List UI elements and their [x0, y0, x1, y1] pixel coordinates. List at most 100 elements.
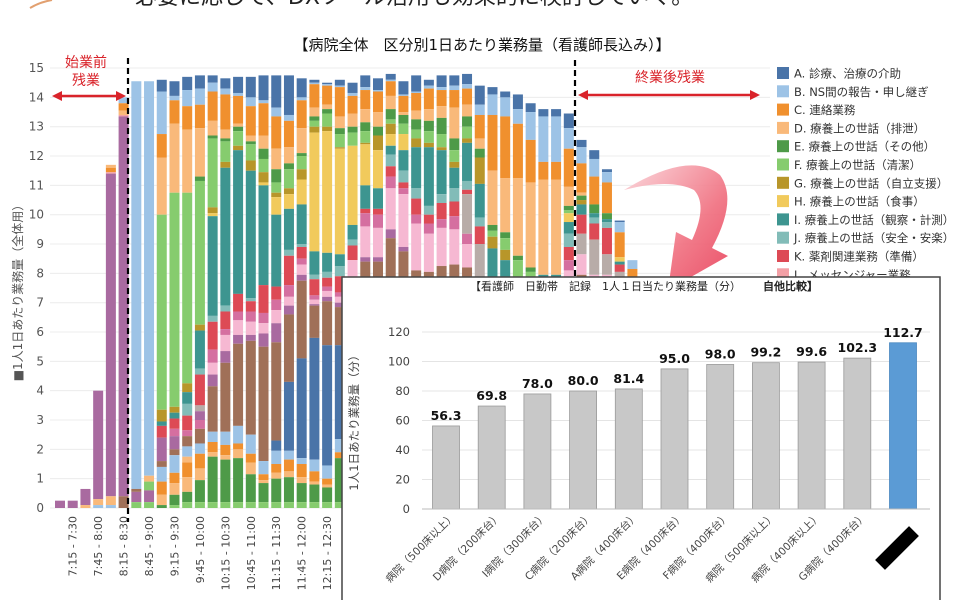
bar-segment-D: [283, 471, 294, 478]
bar-segment-A: [207, 75, 218, 83]
bar-segment-M: [322, 296, 333, 302]
bar-segment-M: [245, 334, 256, 341]
bar-segment-D: [551, 179, 562, 275]
bar-segment-C: [385, 81, 396, 96]
bar-segment-F: [563, 210, 574, 214]
bar-segment-E: [322, 487, 333, 503]
bar-segment-F: [144, 502, 155, 508]
bar-segment-I: [347, 224, 358, 240]
x-tick-label: 9:45 - 10:00: [194, 516, 207, 583]
bar-segment-K: [334, 276, 345, 293]
bar-segment-B: [245, 434, 256, 454]
bar-segment-K: [220, 311, 231, 330]
bar-segment-B: [93, 505, 104, 508]
stacked-bar-4: [105, 164, 116, 508]
bar-segment-B: [182, 446, 193, 457]
bar-segment-M: [118, 116, 129, 497]
before-work-label-line2: 残業: [72, 73, 100, 89]
bar-segment-C: [194, 104, 205, 129]
bar-segment-D: [105, 164, 116, 168]
bar-segment-E: [423, 120, 434, 132]
bar-segment-I: [423, 147, 434, 206]
bar-segment-D: [385, 95, 396, 110]
main-chart-legend: A. 診療、治療の介助 B. NS間の報告・申し継ぎ C. 連絡業務 D. 療養上の世…: [777, 67, 954, 282]
bar-segment-C: [245, 106, 256, 136]
bar-segment-B: [194, 88, 205, 105]
bar-segment-J: [474, 217, 485, 227]
bar-segment-G: [487, 236, 498, 249]
bar-segment-Q: [360, 213, 371, 227]
bar-segment-F: [258, 502, 269, 508]
bar-segment-A: [194, 75, 205, 89]
inset-y-tick-label: 60: [395, 414, 410, 428]
bar-segment-A: [360, 75, 371, 88]
bar-segment-E: [373, 126, 383, 136]
bar-segment-D: [449, 107, 460, 139]
bar-segment-A: [474, 85, 485, 105]
inset-bar: [569, 390, 597, 510]
y-tick-label: 5: [36, 354, 44, 368]
bar-segment-F: [296, 156, 307, 170]
bar-segment-G: [334, 147, 345, 149]
inset-bar: [660, 368, 689, 510]
bar-segment-A: [322, 82, 333, 85]
bar-segment-O: [258, 323, 269, 334]
bar-segment-C: [423, 88, 434, 110]
bar-segment-N: [131, 488, 142, 492]
bar-segment-I: [398, 150, 409, 171]
bar-segment-B: [500, 97, 511, 117]
bar-segment-O: [233, 320, 244, 335]
bar-segment-B: [105, 505, 116, 508]
legend-swatch-F: [777, 158, 789, 171]
bar-segment-D: [156, 494, 167, 506]
bar-segment-D: [334, 116, 345, 129]
bar-segment-H: [283, 194, 294, 209]
bar-segment-F: [283, 502, 294, 508]
bar-segment-D: [194, 128, 205, 177]
bar-segment-Q: [233, 311, 244, 321]
bar-segment-I: [436, 150, 447, 195]
legend-swatch-H: [777, 195, 789, 208]
bar-segment-C: [156, 481, 167, 495]
bar-segment-C: [169, 100, 180, 124]
inset-bar: [752, 362, 780, 510]
bar-segment-I: [220, 167, 231, 306]
before-work-label-line1: 始業前: [65, 54, 107, 71]
bar-segment-N: [207, 386, 218, 432]
bar-segment-F: [423, 131, 434, 143]
bar-segment-D: [474, 138, 485, 149]
bar-segment-D: [436, 106, 447, 118]
y-tick-label: 15: [29, 61, 44, 75]
bar-segment-N: [182, 436, 193, 447]
stacked-bar-15: [245, 76, 256, 508]
bar-segment-D: [411, 110, 422, 120]
bar-segment-A: [551, 109, 562, 117]
bar-segment-N: [118, 496, 129, 508]
bar-segment-D: [309, 481, 320, 485]
bar-segment-E: [245, 474, 256, 503]
bar-segment-D: [80, 505, 91, 508]
bar-segment-G: [436, 147, 447, 151]
bar-segment-K: [449, 201, 460, 217]
inset-value-label: 99.2: [750, 345, 781, 360]
y-tick-label: 14: [29, 90, 44, 104]
bar-segment-F: [207, 502, 218, 508]
bar-segment-C: [258, 103, 269, 136]
bar-segment-A: [258, 75, 269, 101]
stacked-bar-3: [93, 390, 104, 508]
bar-segment-B: [322, 465, 333, 479]
bar-segment-E: [296, 483, 307, 503]
bar-segment-M: [194, 411, 205, 421]
bar-segment-B: [334, 85, 345, 88]
bar-segment-J: [194, 368, 205, 375]
bar-segment-O: [322, 290, 333, 297]
bar-segment-D: [258, 135, 269, 149]
bar-segment-H: [614, 257, 625, 262]
bar-segment-K: [423, 214, 434, 224]
bar-segment-E: [233, 126, 244, 132]
bar-segment-F: [462, 126, 473, 139]
bar-segment-I: [563, 222, 574, 234]
bar-segment-D: [245, 135, 256, 142]
bar-segment-E: [512, 255, 523, 261]
bar-segment-H: [373, 150, 383, 189]
